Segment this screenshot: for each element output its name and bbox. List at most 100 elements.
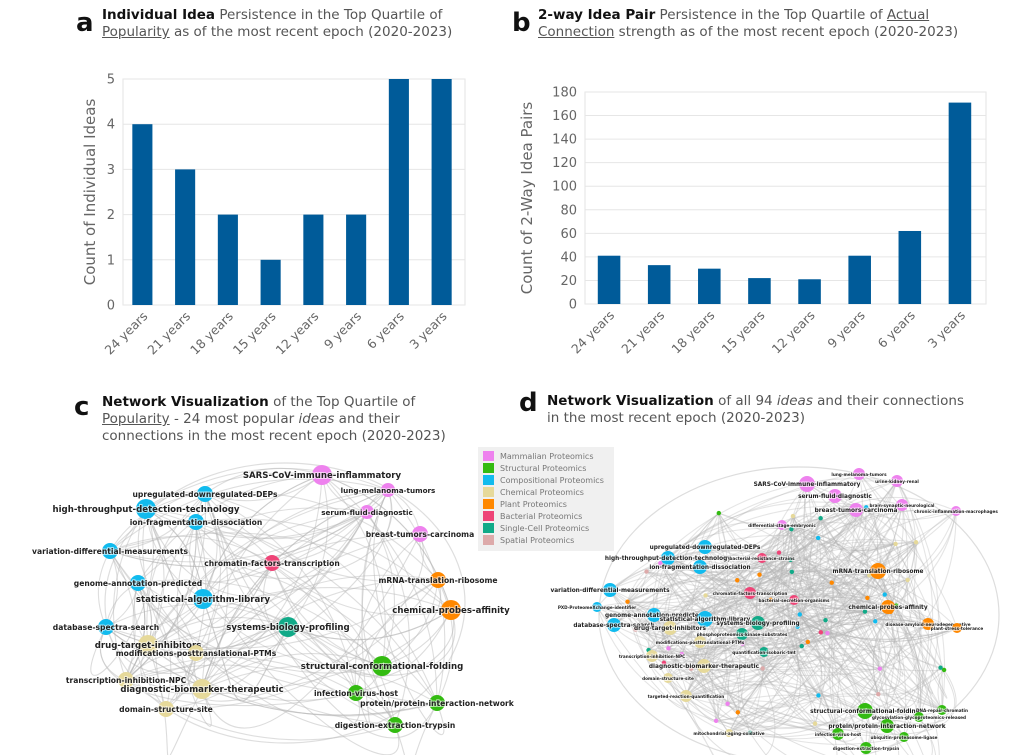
node-label: diagnostic-biomarker-therapeutic: [649, 664, 760, 670]
network-node: [736, 628, 748, 640]
edge: [906, 579, 945, 671]
edge: [741, 633, 867, 749]
node-label: modifications-posttranslational-PTMs: [656, 640, 745, 645]
network-node: [818, 515, 823, 521]
edge: [651, 645, 803, 671]
edge: [685, 647, 941, 697]
edge: [704, 616, 943, 711]
edge: [762, 619, 929, 669]
edge: [715, 509, 857, 721]
network-node: [703, 593, 708, 598]
edge: [855, 509, 924, 718]
edge: [837, 627, 958, 735]
edge: [137, 507, 368, 584]
legend-swatch: [483, 523, 494, 533]
edge: [659, 562, 921, 671]
legend-item: Plant Proteomics: [483, 498, 614, 510]
edge: [703, 541, 917, 667]
network-node: [816, 693, 821, 698]
edge: [705, 504, 903, 597]
edge: [381, 579, 439, 667]
network-node: [441, 600, 461, 620]
edge: [627, 592, 751, 614]
edge: [271, 562, 452, 678]
edge: [806, 483, 879, 572]
edge: [799, 575, 901, 695]
edge: [703, 622, 759, 667]
network-node: [937, 705, 947, 715]
edge: [699, 582, 833, 643]
edge: [669, 588, 889, 629]
network-node: [698, 540, 712, 554]
edge: [201, 665, 438, 704]
edge: [759, 504, 903, 576]
network-node: [797, 612, 802, 617]
node-label: serum-fluid-diagnostic: [321, 508, 412, 517]
edge: [817, 619, 833, 696]
network-node: [663, 673, 673, 683]
node-label: breast-tumors-carcinoma: [815, 508, 898, 514]
node-label: protein/protein-interaction-network: [828, 724, 945, 730]
bar: [175, 169, 196, 305]
y-tick-label: 100: [552, 180, 577, 195]
edge: [669, 624, 765, 653]
network-node: [922, 618, 934, 630]
edge: [770, 599, 809, 643]
edge: [801, 645, 920, 718]
edge: [669, 579, 738, 629]
edge: [807, 641, 880, 670]
network-node: [823, 617, 828, 623]
edge: [659, 562, 802, 647]
edge: [366, 511, 396, 667]
edge: [681, 559, 791, 655]
edge: [627, 505, 867, 603]
edge: [355, 489, 389, 727]
edge: [831, 541, 917, 584]
x-tick-label: 3 years: [925, 308, 968, 351]
edge: [758, 574, 771, 601]
edge: [831, 582, 924, 755]
edge: [817, 537, 929, 625]
edge: [758, 552, 780, 575]
node-label: DNA-repair-chromatin: [916, 708, 968, 713]
edge: [749, 592, 958, 640]
edge: [165, 626, 289, 710]
edge: [627, 601, 879, 697]
edge: [858, 473, 917, 543]
edge: [865, 623, 929, 749]
edge: [646, 571, 826, 626]
edge: [793, 574, 870, 602]
edge: [627, 601, 880, 677]
edge: [669, 627, 839, 735]
legend-label: Chemical Proteomics: [500, 487, 584, 497]
node-label: brain-synaptic-neurological: [870, 503, 936, 508]
x-tick-label: 24 years: [568, 308, 617, 357]
edge: [321, 474, 386, 667]
y-tick-label: 120: [552, 156, 577, 171]
edge: [737, 559, 791, 582]
y-tick-label: 180: [552, 86, 577, 101]
bar: [431, 79, 452, 305]
edge: [820, 496, 957, 519]
legend-label: Spatial Proteomics: [500, 535, 575, 545]
edge: [660, 549, 833, 584]
edge: [109, 511, 368, 568]
panel-a-title-text: Persistence in the Top Quartile of: [215, 7, 443, 23]
edge: [154, 521, 197, 710]
network-node: [881, 600, 895, 614]
edge: [799, 613, 958, 642]
edge: [728, 651, 765, 734]
edge: [685, 668, 881, 709]
node-label: high-throughput-detection-technology: [605, 556, 731, 562]
legend-swatch: [483, 499, 494, 509]
network-node: [725, 701, 730, 706]
edge: [699, 566, 816, 724]
network-node: [832, 728, 844, 740]
node-label: digestion-extraction-trypsin: [335, 721, 456, 730]
edge: [627, 506, 867, 604]
edge: [196, 489, 393, 579]
edge: [820, 594, 885, 633]
edge: [613, 623, 929, 665]
edge: [828, 480, 898, 735]
edge: [790, 529, 943, 711]
